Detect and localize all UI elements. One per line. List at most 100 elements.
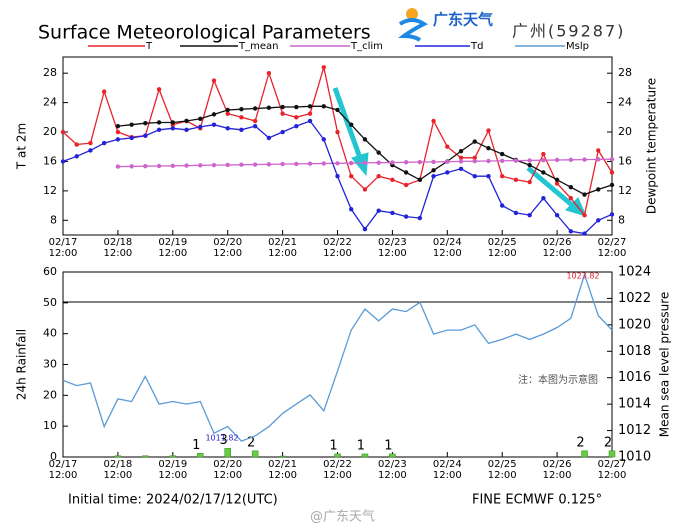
y2-tick-label: 8: [618, 213, 625, 226]
point: [362, 187, 368, 192]
point: [500, 151, 505, 157]
point: [101, 140, 107, 146]
y-tick-label: 60: [43, 265, 57, 278]
init-time: Initial time: 2024/02/17/12(UTC): [68, 493, 278, 508]
bar: [361, 453, 369, 458]
x-tick-label: 02/17 12:00: [48, 459, 78, 481]
point: [500, 203, 505, 208]
point: [513, 158, 519, 163]
point: [60, 129, 66, 135]
value-label: 1: [329, 438, 337, 453]
point: [170, 120, 175, 125]
x-tick-label: 02/23 12:00: [377, 459, 407, 481]
point: [321, 104, 326, 109]
x-tick-label: 02/27 12:00: [597, 237, 627, 259]
y2-axis-label: Mean sea level pressure: [658, 292, 672, 438]
point: [541, 196, 546, 201]
point: [458, 155, 464, 160]
point: [527, 212, 532, 218]
y-axis-label: T at 2m: [15, 123, 29, 170]
point: [390, 177, 395, 183]
point: [376, 173, 381, 179]
y-tick-label: 16: [43, 154, 57, 167]
point: [582, 157, 587, 162]
point: [143, 133, 148, 138]
point: [458, 166, 464, 172]
y-tick-label: 0: [50, 450, 57, 463]
point: [266, 70, 272, 76]
point: [568, 196, 574, 201]
value-label: 2: [247, 435, 255, 450]
x-tick-label: 02/24 12:00: [432, 237, 462, 259]
x-tick-label: 02/19 12:00: [158, 459, 188, 481]
x-tick-label: 02/22 12:00: [323, 237, 352, 259]
value-label: 2: [576, 435, 584, 450]
point: [362, 160, 368, 166]
x-tick-label: 02/25 12:00: [487, 459, 517, 481]
point: [541, 170, 546, 175]
point: [143, 120, 148, 126]
point: [609, 182, 615, 188]
point: [431, 173, 436, 179]
point: [486, 173, 491, 179]
legend-label: Mslp: [566, 41, 589, 52]
point: [349, 207, 354, 212]
legend-label: T_mean: [238, 41, 278, 52]
point: [335, 173, 340, 179]
bar: [169, 455, 177, 458]
point: [307, 118, 313, 124]
plot-frame: [62, 56, 613, 236]
series-line: [62, 272, 613, 442]
point: [417, 159, 423, 165]
y2-axis-label: Dewpoint temperature: [645, 78, 659, 214]
point: [500, 173, 505, 179]
point: [60, 159, 66, 164]
y2-tick-label: 12: [618, 184, 632, 197]
y-tick-label: 50: [43, 296, 57, 309]
point: [129, 122, 134, 127]
chart-title: Surface Meteorological Parameters: [38, 22, 371, 44]
bar: [197, 453, 204, 458]
point: [184, 163, 189, 168]
y-tick-label: 24: [43, 96, 57, 109]
point: [266, 105, 272, 110]
point: [225, 162, 230, 168]
station: 广州(59287): [512, 22, 625, 41]
x-tick-label: 02/18 12:00: [103, 459, 133, 481]
watermark: @广东天气: [310, 509, 375, 525]
y-tick-label: 12: [43, 184, 57, 197]
point: [184, 127, 189, 133]
point: [115, 129, 121, 135]
point: [335, 161, 340, 166]
value-label: 1: [192, 438, 200, 453]
y-tick-label: 10: [43, 419, 57, 432]
point: [431, 159, 436, 165]
point: [280, 161, 285, 167]
point: [472, 159, 477, 164]
point: [362, 137, 368, 142]
point: [349, 122, 354, 127]
x-tick-label: 02/25 12:00: [487, 237, 517, 259]
point: [362, 226, 368, 232]
point: [198, 163, 203, 168]
x-tick-label: 02/27 12:00: [597, 459, 627, 481]
x-tick-label: 02/18 12:00: [103, 237, 133, 259]
point: [335, 107, 340, 113]
point: [390, 210, 395, 216]
bar: [224, 448, 231, 458]
point: [568, 229, 574, 234]
bar: [608, 450, 616, 458]
point: [252, 118, 258, 124]
y-tick-label: 20: [43, 388, 57, 401]
point: [156, 163, 162, 169]
x-tick-label: 02/20 12:00: [213, 237, 243, 259]
point: [198, 124, 203, 130]
point: [225, 107, 230, 113]
point: [88, 148, 93, 153]
series-line: [117, 105, 613, 196]
point: [156, 120, 162, 125]
point: [211, 162, 217, 168]
point: [252, 106, 258, 111]
y2-tick-label: 28: [618, 66, 632, 79]
